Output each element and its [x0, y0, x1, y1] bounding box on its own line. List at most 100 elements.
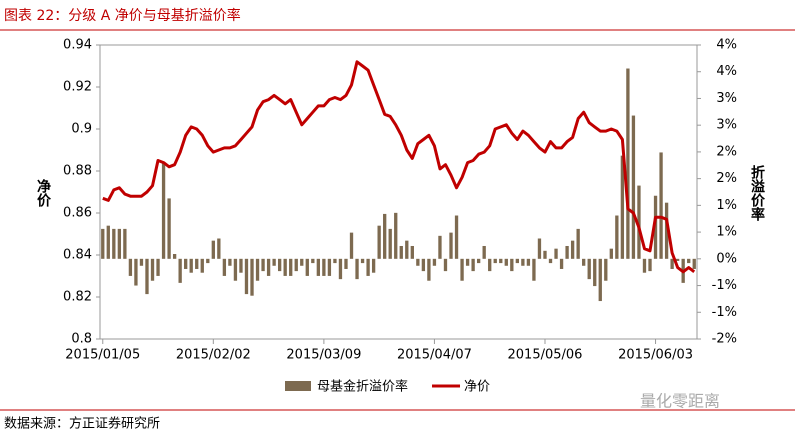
bar [526, 258, 531, 266]
y2-tick-label: 2% [716, 171, 737, 186]
y2-tick-label: 4% [716, 64, 737, 79]
x-tick-label: 2015/01/05 [65, 348, 140, 363]
bar [333, 258, 337, 264]
bar [222, 258, 227, 276]
legend-label: 母基金折溢价率 [317, 379, 408, 395]
bar [156, 258, 160, 276]
bar [438, 235, 442, 259]
bar [244, 258, 249, 295]
y2-tick-label: 2% [716, 144, 737, 159]
bar [510, 258, 514, 272]
bar [410, 245, 414, 259]
bar [128, 258, 133, 276]
bar [449, 232, 453, 259]
bar [305, 258, 309, 276]
bar [587, 258, 591, 280]
bar [653, 195, 658, 259]
y2-tick-label: -1% [712, 305, 737, 320]
bar [261, 258, 265, 272]
y2-tick-label: -1% [712, 278, 737, 293]
bar [399, 245, 403, 259]
bar [692, 258, 696, 269]
legend-swatch [285, 381, 311, 391]
bar [145, 258, 149, 295]
bar [388, 228, 392, 259]
bar [360, 258, 365, 264]
bar [598, 258, 602, 302]
bar [101, 228, 105, 259]
bar [316, 258, 321, 276]
bar [465, 258, 470, 266]
bar [443, 258, 448, 272]
bar [206, 258, 210, 264]
bar [134, 258, 138, 286]
bar [255, 258, 260, 281]
y2-tick-label: 3% [716, 118, 737, 133]
x-tick-label: 2015/05/06 [508, 348, 583, 363]
y2-tick-label: 0% [716, 251, 737, 266]
bar [604, 258, 608, 281]
bar [189, 258, 193, 273]
bar [548, 258, 553, 264]
y2-tick-label: 4% [716, 38, 737, 53]
bar [195, 258, 199, 269]
bar [565, 245, 569, 259]
bar [570, 240, 575, 259]
bar [559, 258, 564, 269]
watermark: 量化零距离 [640, 392, 720, 411]
bar [427, 258, 431, 281]
bar [515, 258, 520, 264]
bar [277, 258, 282, 272]
y-tick-label: 0.86 [63, 206, 92, 221]
bar [184, 258, 188, 269]
bar [266, 258, 271, 276]
chart-title: 图表 22：分级 A 净价与母基折溢价率 [4, 7, 241, 24]
bar [537, 238, 542, 259]
bar [294, 258, 298, 272]
bar [211, 240, 215, 259]
bar [289, 258, 293, 276]
line [102, 60, 696, 274]
source-note: 数据来源：方正证券研究所 [4, 416, 160, 432]
bar [687, 258, 691, 264]
bar [532, 258, 536, 281]
bar [344, 258, 348, 269]
bar [161, 162, 166, 259]
y2-tick-label: -2% [712, 332, 737, 347]
y-tick-label: 0.94 [63, 38, 92, 53]
bar [582, 258, 586, 266]
bar [631, 115, 636, 259]
bar [383, 213, 387, 259]
y-tick-label: 0.82 [63, 290, 92, 305]
y-tick-label: 0.84 [63, 248, 92, 263]
bar [675, 258, 680, 261]
bar [123, 228, 127, 259]
bar [172, 254, 177, 259]
bar [637, 185, 641, 259]
x-tick-label: 2015/04/07 [397, 348, 472, 363]
bar [178, 258, 182, 283]
y2-axis-label: 折溢价率 [749, 164, 765, 222]
bar [642, 258, 647, 273]
bar [338, 258, 343, 280]
bar [421, 258, 426, 272]
bar [112, 228, 116, 259]
bar [543, 250, 547, 259]
bar [405, 240, 409, 259]
bar [499, 258, 503, 264]
y2-tick-label: 1% [716, 198, 737, 213]
bar [150, 258, 155, 281]
bar [664, 202, 669, 259]
bar [233, 258, 238, 281]
bar [521, 258, 525, 266]
bar [620, 155, 625, 259]
bar [139, 258, 144, 266]
bar [217, 238, 221, 259]
bar [670, 258, 674, 269]
bar [609, 248, 613, 259]
bar [167, 198, 171, 259]
bar [300, 258, 304, 266]
bar [648, 258, 652, 272]
bar [593, 258, 597, 287]
y-tick-label: 0.8 [71, 332, 92, 347]
